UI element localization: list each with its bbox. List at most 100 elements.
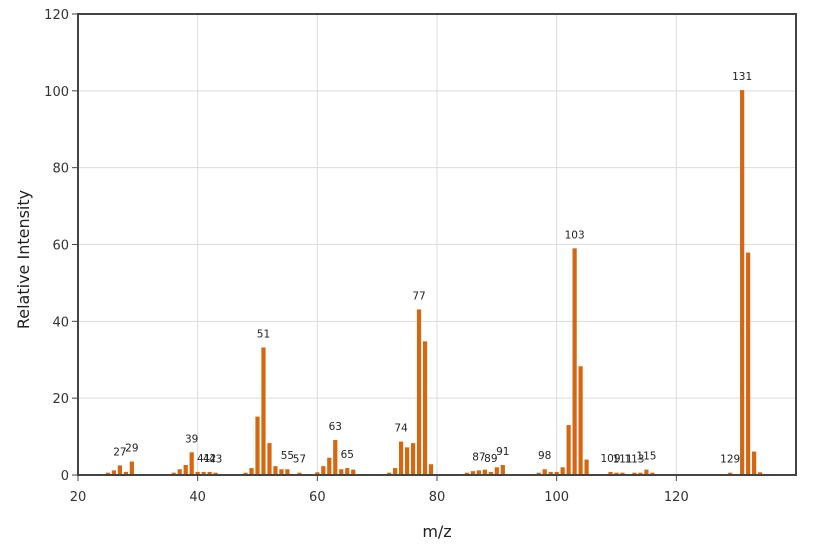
spectrum-bar — [273, 466, 278, 475]
peak-label: 89 — [484, 453, 497, 465]
spectrum-bar — [321, 466, 326, 475]
x-tick-label: 80 — [429, 490, 446, 505]
spectrum-bar — [410, 443, 416, 475]
spectrum-bar — [129, 461, 134, 475]
spectrum-bar — [620, 472, 625, 475]
spectrum-bar — [177, 469, 182, 475]
peak-label: 131 — [732, 71, 752, 83]
x-tick-label: 40 — [189, 490, 206, 505]
spectrum-bar — [614, 472, 619, 475]
peak-label: 129 — [720, 454, 740, 466]
spectrum-bar — [584, 459, 589, 475]
spectrum-bar — [416, 309, 422, 475]
spectrum-bar — [560, 467, 565, 475]
spectrum-bar — [339, 469, 344, 475]
spectrum-bar — [387, 472, 392, 475]
spectrum-bar — [488, 471, 493, 475]
spectrum-bar — [285, 469, 290, 475]
spectrum-bar — [548, 471, 553, 475]
x-tick-label: 60 — [309, 490, 326, 505]
spectrum-bar — [123, 471, 128, 475]
x-tick-label: 120 — [664, 490, 689, 505]
peak-label: 51 — [257, 328, 270, 340]
spectrum-bar — [171, 472, 176, 475]
spectrum-bar — [746, 252, 751, 475]
spectrum-bar — [650, 472, 655, 475]
peak-label: 43 — [209, 454, 222, 466]
peak-label: 41 — [197, 453, 210, 465]
spectrum-bar — [267, 443, 272, 475]
peak-label: 39 — [185, 433, 198, 445]
spectrum-bar — [201, 471, 206, 475]
peak-label: 29 — [125, 443, 138, 455]
spectrum-bar — [333, 440, 338, 475]
spectrum-bar — [632, 472, 637, 475]
spectrum-bar — [243, 472, 248, 475]
spectrum-bar — [399, 441, 404, 475]
spectrum-bar — [536, 472, 541, 475]
y-tick-label: 80 — [52, 162, 69, 177]
peak-label: 113 — [624, 454, 644, 466]
peak-label: 57 — [293, 454, 306, 466]
y-axis-ticks: 0 20 40 60 80 100 120 — [44, 8, 78, 484]
y-tick-label: 0 — [61, 469, 69, 484]
x-tick-label: 20 — [70, 490, 87, 505]
spectrum-bar — [213, 472, 218, 475]
y-axis-title: Relative Intensity — [14, 190, 33, 329]
spectrum-bar — [572, 248, 577, 475]
spectrum-bar — [578, 366, 583, 475]
peak-label: 115 — [636, 451, 656, 463]
spectrum-bar — [195, 471, 200, 475]
spectrum-bar — [752, 451, 757, 475]
y-tick-label: 120 — [44, 8, 69, 23]
spectrum-bar — [428, 464, 434, 475]
y-tick-label: 60 — [52, 239, 69, 254]
spectrum-bar — [470, 471, 475, 475]
spectrum-bar — [249, 468, 254, 475]
spectrum-bars — [105, 90, 763, 475]
spectrum-bar — [351, 469, 356, 475]
y-tick-label: 100 — [44, 85, 69, 100]
spectrum-bar — [345, 468, 350, 475]
peak-label: 42 — [203, 453, 216, 465]
peak-label: 55 — [281, 450, 294, 462]
y-tick-label: 40 — [52, 315, 69, 330]
spectrum-bar — [482, 469, 487, 475]
spectrum-bar — [117, 465, 122, 475]
peak-label: 91 — [496, 446, 509, 458]
spectrum-bar — [189, 452, 194, 475]
peak-label: 103 — [565, 229, 585, 241]
spectrum-bar — [422, 341, 428, 475]
spectrum-bar — [315, 472, 320, 475]
x-tick-label: 100 — [544, 490, 569, 505]
spectrum-bar — [393, 468, 398, 475]
x-axis-title: m/z — [422, 522, 451, 541]
spectrum-bar — [644, 469, 649, 475]
spectrum-bar — [404, 447, 410, 475]
y-tick-label: 20 — [52, 392, 69, 407]
peak-label: 27 — [113, 446, 126, 458]
spectrum-bar — [464, 472, 470, 475]
spectrum-bar — [327, 457, 332, 475]
spectrum-bar — [111, 470, 116, 475]
grid-lines — [78, 14, 796, 475]
spectrum-bar — [500, 465, 505, 475]
peak-label: 87 — [472, 451, 485, 463]
spectrum-bar — [183, 465, 188, 475]
peak-label: 63 — [329, 421, 342, 433]
spectrum-bar — [207, 471, 212, 475]
spectrum-bar — [297, 472, 302, 475]
spectrum-bar — [608, 471, 613, 475]
peak-label: 98 — [538, 450, 551, 462]
spectrum-bar — [638, 472, 643, 475]
spectrum-bar — [255, 416, 260, 475]
spectrum-bar — [279, 469, 284, 475]
spectrum-bar — [476, 470, 481, 475]
x-axis-ticks: 20 40 60 80 100 120 — [70, 475, 689, 505]
spectrum-bar — [494, 467, 499, 475]
spectrum-bar — [758, 472, 763, 475]
peak-label: 74 — [394, 423, 408, 435]
peak-label: 65 — [341, 449, 354, 461]
